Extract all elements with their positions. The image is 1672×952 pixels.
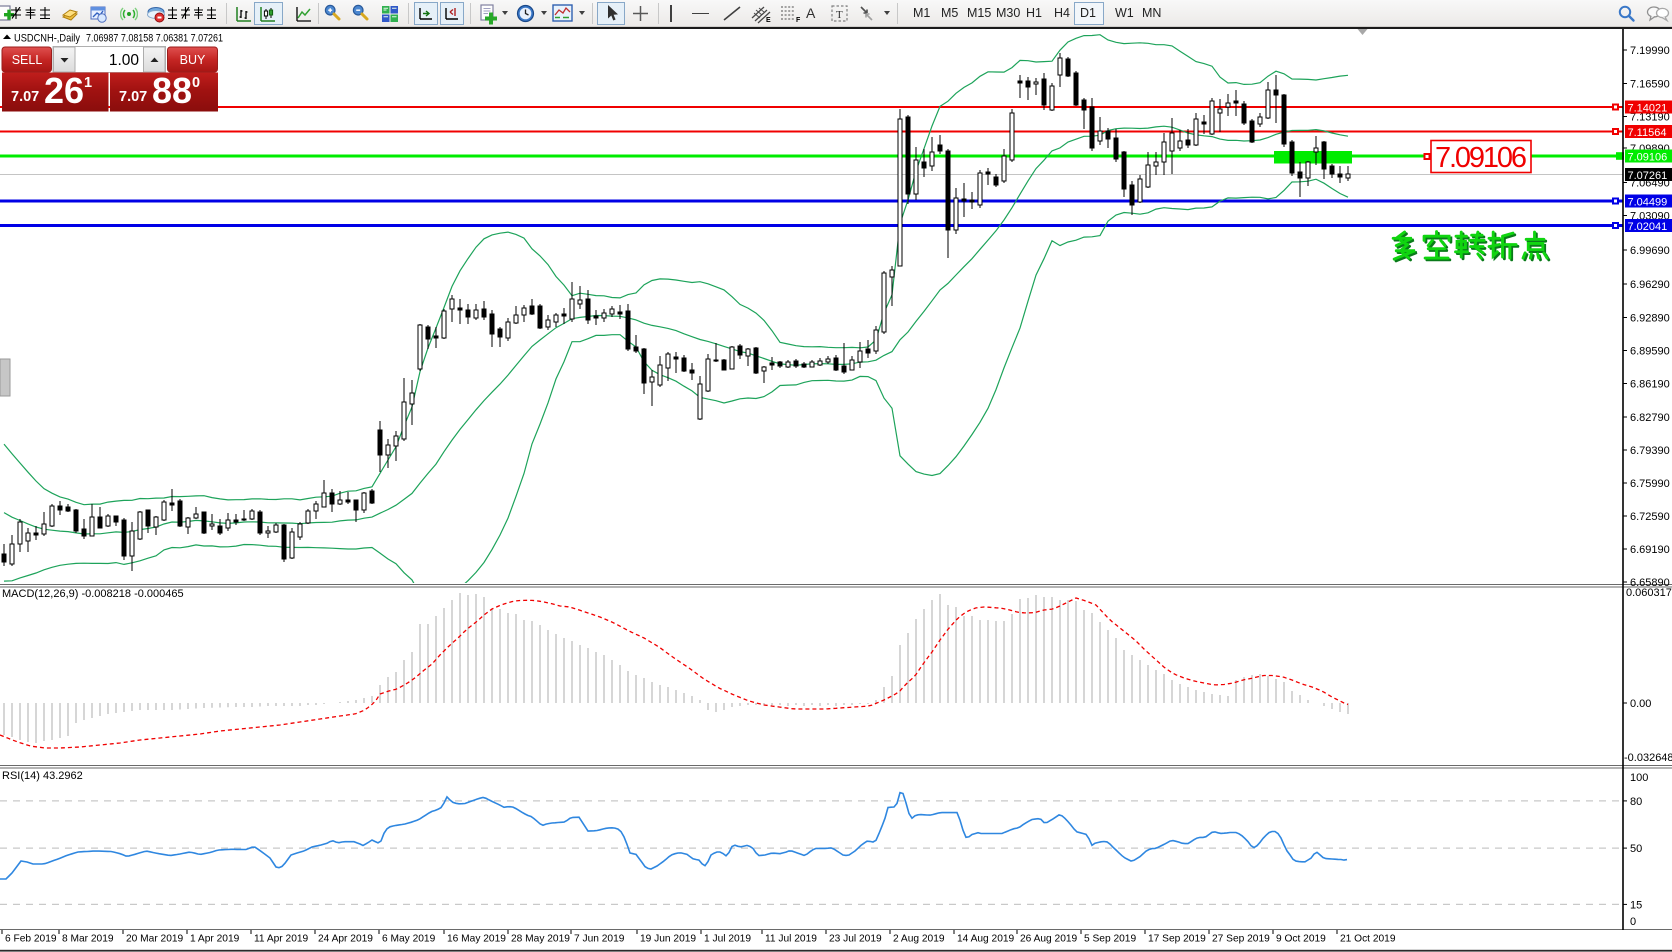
svg-text:14 Aug 2019: 14 Aug 2019: [957, 934, 1015, 945]
svg-text:6.86190: 6.86190: [1630, 379, 1670, 391]
svg-text:1 Apr 2019: 1 Apr 2019: [190, 934, 240, 945]
svg-text:1 Jul 2019: 1 Jul 2019: [704, 934, 751, 945]
svg-text:7.19990: 7.19990: [1630, 45, 1670, 57]
svg-text:50: 50: [1630, 843, 1642, 855]
svg-text:1: 1: [84, 75, 92, 91]
svg-text:6.92890: 6.92890: [1630, 313, 1670, 325]
svg-text:6.99690: 6.99690: [1630, 245, 1670, 257]
svg-text:6 May 2019: 6 May 2019: [382, 934, 436, 945]
svg-text:7.06987 7.08158 7.06381 7.0726: 7.06987 7.08158 7.06381 7.07261: [86, 33, 223, 45]
svg-text:19 Jun 2019: 19 Jun 2019: [640, 934, 696, 945]
svg-text:21 Oct 2019: 21 Oct 2019: [1340, 934, 1396, 945]
svg-text:T: T: [836, 9, 843, 21]
svg-text:USDCNH-,Daily: USDCNH-,Daily: [14, 33, 80, 45]
svg-text:7.02041: 7.02041: [1628, 221, 1668, 233]
svg-text:2 Aug 2019: 2 Aug 2019: [893, 934, 945, 945]
svg-text:SELL: SELL: [12, 53, 43, 67]
svg-text:7.09106: 7.09106: [1628, 152, 1668, 164]
svg-text:17 Sep 2019: 17 Sep 2019: [1148, 934, 1206, 945]
svg-text:11 Jul 2019: 11 Jul 2019: [765, 934, 817, 945]
svg-text:15: 15: [1630, 899, 1642, 911]
svg-text:5 Sep 2019: 5 Sep 2019: [1084, 934, 1136, 945]
svg-text:24 Apr 2019: 24 Apr 2019: [318, 934, 373, 945]
svg-text:6.89590: 6.89590: [1630, 346, 1670, 358]
svg-text:16 May 2019: 16 May 2019: [447, 934, 506, 945]
svg-text:7.04499: 7.04499: [1628, 197, 1668, 209]
svg-text:88: 88: [152, 70, 192, 111]
svg-text:20 Mar 2019: 20 Mar 2019: [126, 934, 184, 945]
svg-text:6.69190: 6.69190: [1630, 544, 1670, 556]
svg-text:6.75990: 6.75990: [1630, 478, 1670, 490]
svg-text:6.65890: 6.65890: [1630, 577, 1670, 589]
svg-text:6.79390: 6.79390: [1630, 445, 1670, 457]
svg-text:28 May 2019: 28 May 2019: [511, 934, 570, 945]
svg-text:7.16590: 7.16590: [1630, 79, 1670, 91]
svg-text:26: 26: [44, 70, 84, 111]
svg-text:100: 100: [1630, 772, 1648, 784]
svg-text:6.96290: 6.96290: [1630, 279, 1670, 291]
svg-text:11 Apr 2019: 11 Apr 2019: [254, 934, 309, 945]
svg-text:7 Jun 2019: 7 Jun 2019: [574, 934, 625, 945]
svg-text:BUY: BUY: [180, 53, 206, 67]
svg-text:7.09106: 7.09106: [1435, 142, 1527, 174]
svg-text:7.07: 7.07: [11, 89, 39, 105]
svg-text:27 Sep 2019: 27 Sep 2019: [1212, 934, 1270, 945]
svg-text:7.07261: 7.07261: [1628, 170, 1668, 182]
svg-text:7.14021: 7.14021: [1628, 103, 1668, 115]
svg-text:6.82790: 6.82790: [1630, 412, 1670, 424]
svg-text:-0.032648: -0.032648: [1624, 752, 1672, 764]
svg-text:26 Aug 2019: 26 Aug 2019: [1020, 934, 1078, 945]
svg-text:E: E: [766, 17, 771, 24]
svg-text:23 Jul 2019: 23 Jul 2019: [829, 934, 882, 945]
svg-text:8 Mar 2019: 8 Mar 2019: [62, 934, 114, 945]
svg-text:0.060317: 0.060317: [1626, 587, 1672, 599]
svg-text:9 Oct 2019: 9 Oct 2019: [1276, 934, 1326, 945]
svg-text:6 Feb 2019: 6 Feb 2019: [5, 934, 57, 945]
svg-text:7.13190: 7.13190: [1630, 112, 1670, 124]
svg-text:6.72590: 6.72590: [1630, 511, 1670, 523]
svg-text:F: F: [796, 17, 801, 24]
svg-text:RSI(14) 43.2962: RSI(14) 43.2962: [2, 770, 83, 782]
svg-text:80: 80: [1630, 796, 1642, 808]
svg-text:7.11564: 7.11564: [1628, 127, 1667, 139]
svg-text:1.00: 1.00: [109, 52, 140, 69]
svg-text:MACD(12,26,9) -0.008218 -0.000: MACD(12,26,9) -0.008218 -0.000465: [2, 588, 184, 600]
svg-text:0.00: 0.00: [1630, 698, 1651, 710]
svg-text:7.07: 7.07: [119, 89, 147, 105]
svg-text:0: 0: [1630, 916, 1636, 928]
svg-text:0: 0: [192, 75, 200, 91]
